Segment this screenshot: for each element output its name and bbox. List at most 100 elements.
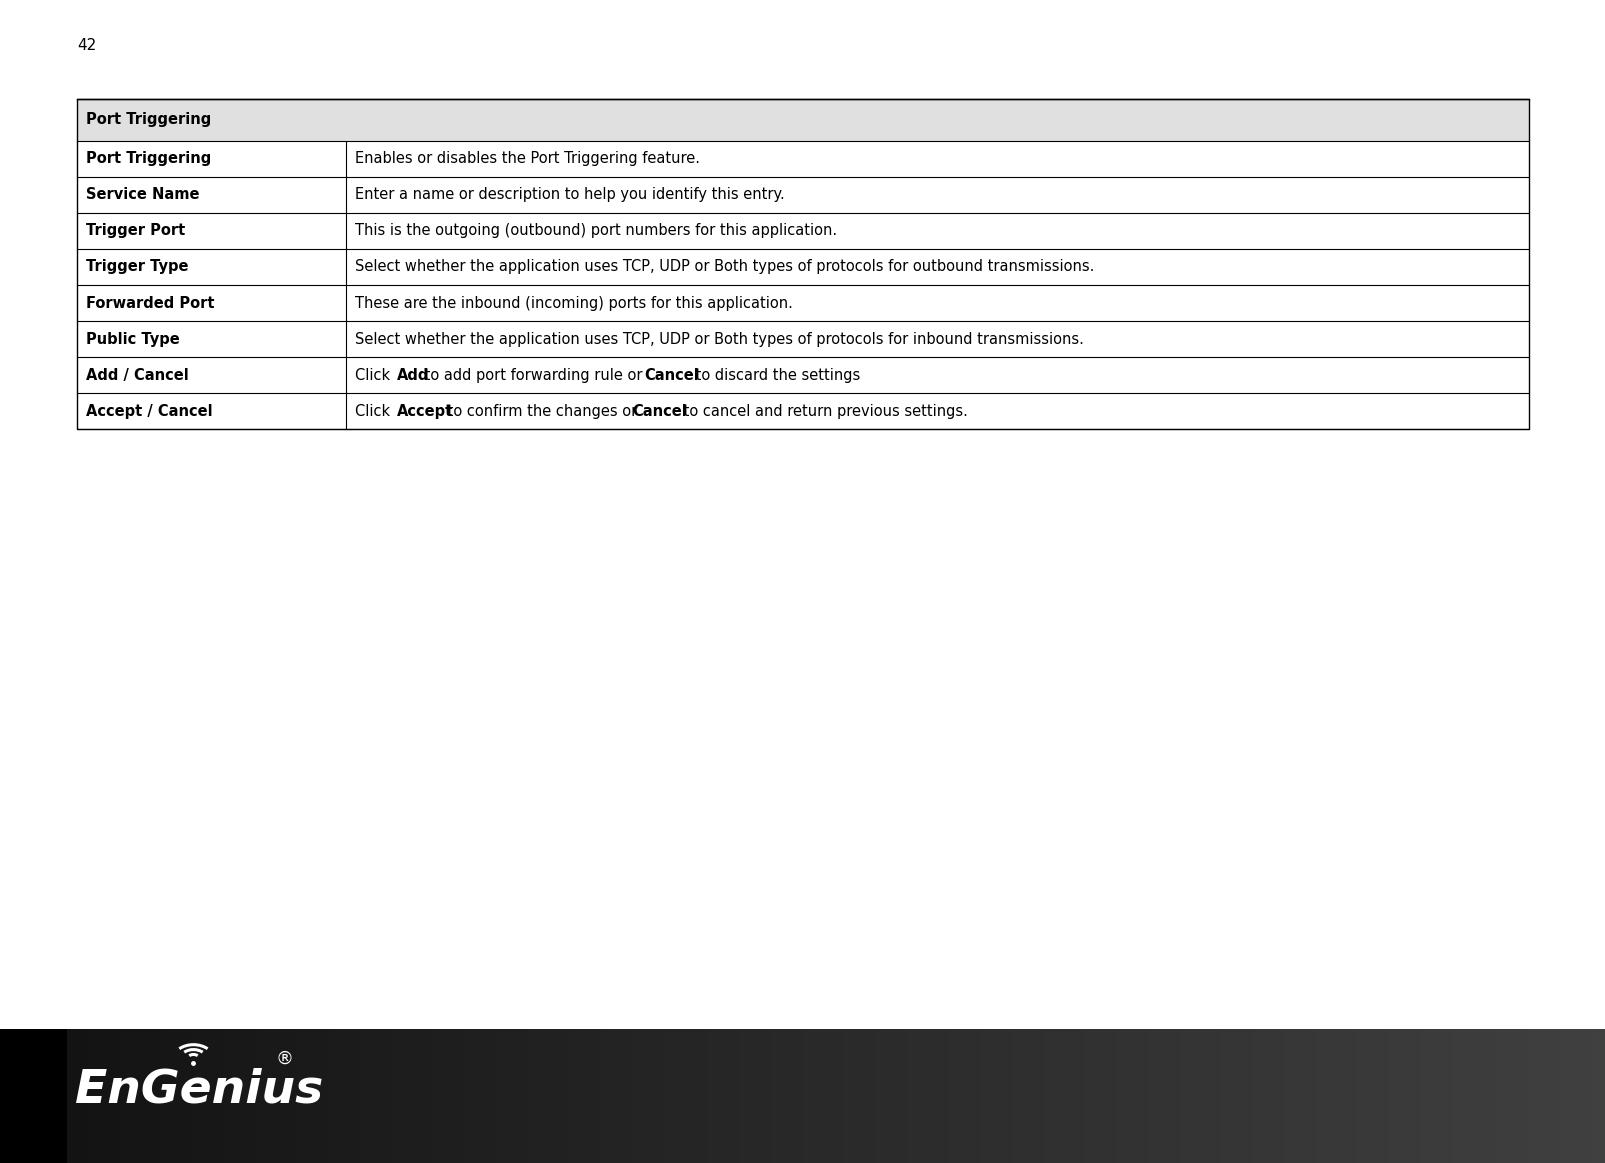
Bar [1461,1029,1469,1163]
Bar [1541,1029,1549,1163]
Bar [594,1029,602,1163]
Bar [233,1029,241,1163]
Bar [40,1029,48,1163]
Bar [1220,1029,1228,1163]
Text: Enter a name or description to help you identify this entry.: Enter a name or description to help you … [355,187,783,202]
Bar [1436,1029,1445,1163]
Bar [185,1029,193,1163]
Bar [8,1029,16,1163]
Bar [1412,1029,1420,1163]
Bar [819,1029,827,1163]
Bar [1324,1029,1332,1163]
Bar [618,1029,626,1163]
Bar [1172,1029,1180,1163]
Bar [337,1029,345,1163]
Bar [77,357,1528,393]
Bar [457,1029,465,1163]
Bar [1115,1029,1124,1163]
Bar [152,1029,160,1163]
Bar [1292,1029,1300,1163]
Bar [1581,1029,1589,1163]
Bar [963,1029,971,1163]
Bar [610,1029,618,1163]
Bar [77,249,1528,285]
Bar [875,1029,883,1163]
Bar [281,1029,289,1163]
Bar [77,141,1528,177]
Bar [1597,1029,1605,1163]
Text: Forwarded Port: Forwarded Port [87,295,215,311]
Bar [786,1029,794,1163]
Bar [77,213,1528,249]
Text: Public Type: Public Type [87,331,180,347]
Bar [730,1029,738,1163]
Text: Trigger Port: Trigger Port [87,223,185,238]
Bar [538,1029,546,1163]
Bar [77,285,1528,321]
Bar [642,1029,650,1163]
Bar [1444,1029,1453,1163]
Bar [851,1029,859,1163]
Bar [506,1029,514,1163]
Text: Accept: Accept [396,404,453,419]
Text: EnGenius: EnGenius [75,1068,324,1112]
Bar [843,1029,851,1163]
Bar [1236,1029,1244,1163]
Bar [1300,1029,1308,1163]
Text: ®: ® [276,1050,294,1068]
Bar [1268,1029,1276,1163]
Text: These are the inbound (incoming) ports for this application.: These are the inbound (incoming) ports f… [355,295,791,311]
Text: Select whether the application uses TCP, UDP or Both types of protocols for inbo: Select whether the application uses TCP,… [355,331,1083,347]
Bar [1043,1029,1051,1163]
Bar [160,1029,169,1163]
Text: 42: 42 [77,38,96,53]
Bar [1067,1029,1075,1163]
Bar [385,1029,393,1163]
Bar [1420,1029,1428,1163]
Bar [0,1029,67,1163]
Bar [987,1029,995,1163]
Bar [490,1029,498,1163]
Bar [1485,1029,1493,1163]
Bar [923,1029,931,1163]
Bar [738,1029,746,1163]
Bar [1469,1029,1477,1163]
Bar [417,1029,425,1163]
Bar [714,1029,722,1163]
Bar [1380,1029,1388,1163]
Bar [883,1029,891,1163]
Bar [907,1029,915,1163]
Bar [305,1029,313,1163]
Bar [321,1029,329,1163]
Bar [289,1029,297,1163]
Bar [1148,1029,1156,1163]
Bar [835,1029,843,1163]
Bar [297,1029,305,1163]
Bar [899,1029,907,1163]
Bar [1356,1029,1364,1163]
Bar [1404,1029,1412,1163]
Bar [77,99,1528,429]
Bar [225,1029,233,1163]
Bar [778,1029,786,1163]
Bar [393,1029,401,1163]
Bar [867,1029,875,1163]
Bar [626,1029,634,1163]
Bar [77,393,1528,429]
Bar [401,1029,409,1163]
Bar [1059,1029,1067,1163]
Bar [1204,1029,1212,1163]
Bar [482,1029,490,1163]
Bar [136,1029,144,1163]
Bar [682,1029,690,1163]
Bar [377,1029,385,1163]
Text: Add: Add [396,368,429,383]
Bar [1252,1029,1260,1163]
Bar [1132,1029,1140,1163]
Bar [425,1029,433,1163]
Bar [1533,1029,1541,1163]
Bar [72,1029,80,1163]
Bar [465,1029,473,1163]
Bar [409,1029,417,1163]
Text: Port Triggering: Port Triggering [87,112,212,127]
